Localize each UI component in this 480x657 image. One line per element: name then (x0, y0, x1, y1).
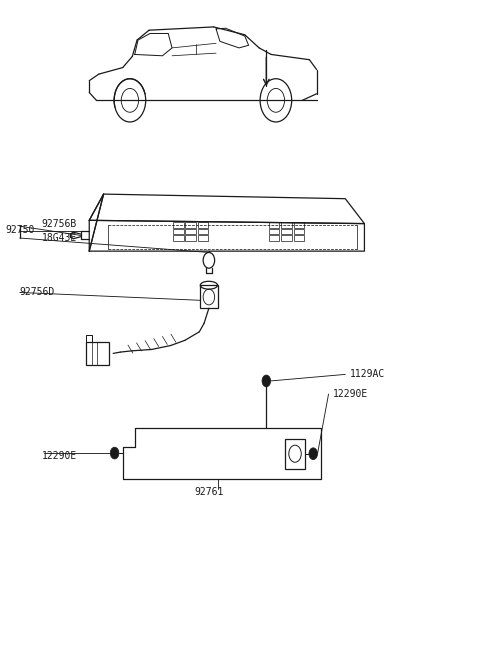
Bar (86, 342, 109, 365)
Bar (185, 222, 196, 227)
Bar (281, 229, 292, 234)
Bar (269, 229, 279, 234)
Text: 18G43E: 18G43E (41, 233, 77, 243)
Bar (294, 235, 304, 240)
Text: 92756D: 92756D (20, 288, 55, 298)
Circle shape (110, 447, 119, 459)
Text: 92756B: 92756B (41, 219, 77, 229)
Bar (281, 235, 292, 240)
Text: 92761: 92761 (194, 487, 224, 497)
Bar (200, 285, 217, 308)
Bar (173, 229, 183, 234)
Bar (173, 222, 183, 227)
Bar (198, 235, 208, 240)
Text: 1129AC: 1129AC (350, 369, 385, 379)
Bar (269, 235, 279, 240)
Bar (198, 222, 208, 227)
Circle shape (262, 375, 271, 387)
Circle shape (309, 448, 318, 460)
Text: 12290E: 12290E (41, 451, 77, 461)
Bar (269, 222, 279, 227)
Bar (185, 229, 196, 234)
Bar (294, 229, 304, 234)
Bar (294, 222, 304, 227)
Text: 92750: 92750 (5, 225, 35, 235)
Text: 12290E: 12290E (333, 389, 369, 399)
Bar (286, 440, 305, 469)
Bar (281, 222, 292, 227)
Bar (86, 335, 92, 342)
Bar (185, 235, 196, 240)
Bar (198, 229, 208, 234)
Bar (173, 235, 183, 240)
